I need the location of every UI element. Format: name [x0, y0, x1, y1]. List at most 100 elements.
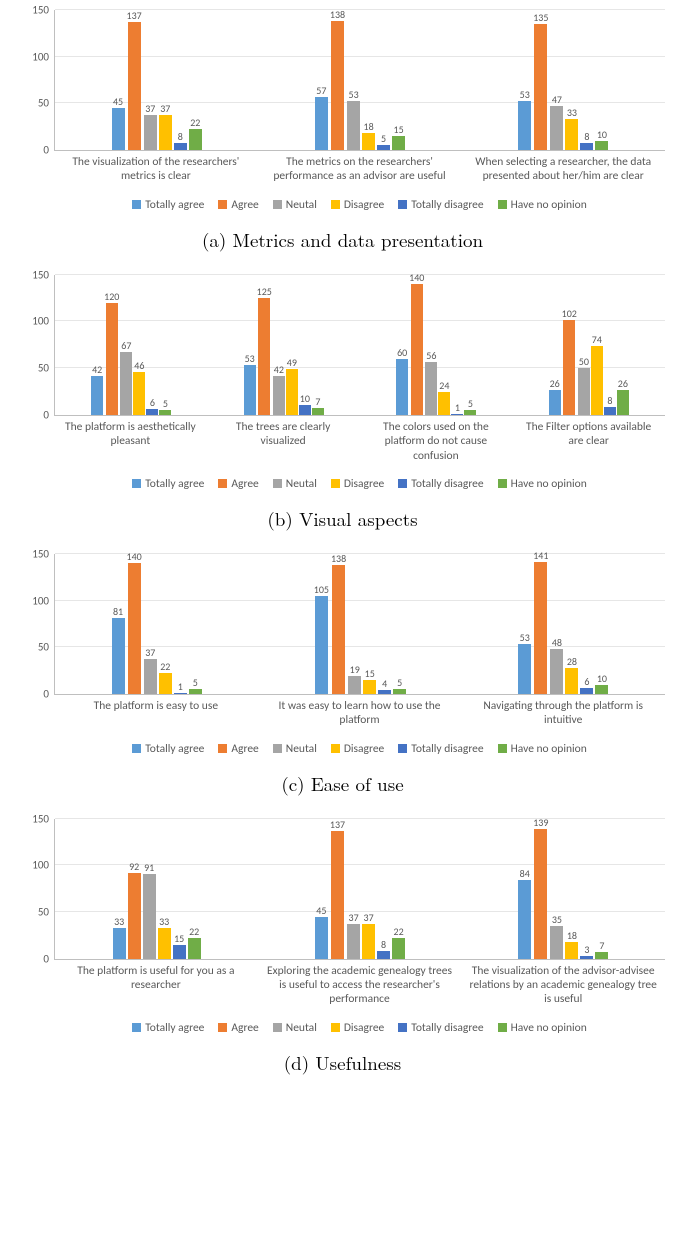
bars: 451373737822	[112, 10, 202, 150]
bar-value-label: 8	[381, 940, 386, 950]
bar-value-label: 18	[567, 931, 577, 941]
bar-wrap: 15	[392, 125, 405, 150]
x-label: The platform is useful for you as a rese…	[54, 964, 258, 1007]
bar	[144, 115, 157, 150]
bar-value-label: 37	[145, 648, 155, 658]
legend-label: Totally agree	[145, 198, 204, 212]
bar	[347, 101, 360, 150]
bar	[159, 673, 172, 694]
bar-value-label: 5	[163, 399, 168, 409]
x-labels: The platform is aesthetically pleasant Th…	[54, 420, 665, 463]
bar-wrap: 7	[312, 397, 324, 415]
bar-value-label: 74	[592, 335, 602, 345]
x-label: The metrics on the researchers' performa…	[258, 155, 462, 184]
bar	[173, 945, 186, 959]
group: 451373737822	[258, 819, 461, 959]
bar-value-label: 6	[584, 677, 589, 687]
bar-value-label: 140	[409, 273, 424, 283]
legend-label: Have no opinion	[511, 198, 587, 212]
bar-wrap: 5	[377, 134, 390, 150]
bar-value-label: 22	[160, 662, 170, 672]
bar-wrap: 10	[595, 674, 608, 694]
bar-value-label: 5	[468, 399, 473, 409]
legend-item: Have no opinion	[498, 742, 587, 756]
bar-wrap: 22	[392, 927, 405, 959]
y-tick: 150	[32, 547, 55, 560]
y-tick: 150	[32, 268, 55, 281]
bar-wrap: 5	[393, 678, 406, 694]
legend-item: Agree	[218, 1021, 258, 1035]
bar	[348, 676, 361, 694]
legend-item: Disagree	[331, 742, 384, 756]
bar-wrap: 35	[550, 915, 563, 959]
panel-caption: (a) Metrics and data presentation	[20, 226, 665, 253]
bar-value-label: 47	[552, 95, 562, 105]
x-label: The colors used on the platform do not c…	[360, 420, 513, 463]
legend-swatch	[273, 1023, 282, 1032]
y-tick: 150	[32, 4, 55, 17]
bar-wrap: 137	[127, 11, 142, 150]
bar-value-label: 33	[567, 108, 577, 118]
bar-value-label: 24	[439, 381, 449, 391]
legend-swatch	[273, 200, 282, 209]
bar	[315, 97, 328, 150]
bar	[128, 873, 141, 959]
bars: 261025074826	[549, 275, 629, 415]
bar-value-label: 137	[330, 820, 345, 830]
bar-value-label: 37	[160, 104, 170, 114]
bars: 42120674665	[91, 275, 171, 415]
bar	[580, 688, 593, 694]
bar-value-label: 15	[174, 934, 184, 944]
y-tick: 0	[43, 144, 55, 157]
bar	[534, 24, 547, 150]
bar-value-label: 1	[455, 403, 460, 413]
bar-wrap: 125	[257, 287, 272, 415]
legend-item: Totally disagree	[398, 477, 483, 491]
bar	[332, 565, 345, 694]
legend-swatch	[331, 1023, 340, 1032]
bar-wrap: 67	[120, 341, 132, 415]
bar-value-label: 15	[365, 669, 375, 679]
bar-wrap: 33	[565, 108, 578, 150]
bar	[392, 136, 405, 150]
bar-value-label: 137	[127, 11, 142, 21]
bar	[315, 596, 328, 694]
bar	[565, 942, 578, 959]
bar-wrap: 84	[518, 869, 531, 958]
bar-wrap: 139	[533, 818, 548, 959]
bar-wrap: 53	[518, 90, 531, 150]
legend-item: Agree	[218, 477, 258, 491]
bar-value-label: 33	[159, 917, 169, 927]
bar	[159, 410, 171, 415]
bar	[331, 831, 344, 959]
bar-value-label: 10	[597, 130, 607, 140]
bar-wrap: 37	[144, 648, 157, 694]
bar-value-label: 6	[150, 398, 155, 408]
x-label: The visualization of the advisor-advisee…	[461, 964, 665, 1007]
bar-wrap: 8	[174, 132, 187, 150]
bar	[133, 372, 145, 415]
bar-value-label: 37	[364, 913, 374, 923]
bar	[550, 926, 563, 959]
bar-wrap: 18	[362, 122, 375, 150]
x-label: Navigating through the platform is intui…	[461, 699, 665, 728]
legend: Totally agreeAgreeNeutalDisagreeTotally …	[54, 477, 665, 491]
bar-value-label: 50	[579, 357, 589, 367]
legend-item: Totally disagree	[398, 198, 483, 212]
bar	[377, 951, 390, 958]
bar	[331, 21, 344, 150]
bar-wrap: 47	[550, 95, 563, 150]
bar-wrap: 105	[314, 585, 329, 694]
bars: 60140562415	[396, 275, 476, 415]
bar	[159, 115, 172, 150]
bar	[595, 141, 608, 150]
bar-value-label: 37	[349, 913, 359, 923]
bar	[128, 22, 141, 150]
bar-wrap: 6	[580, 677, 593, 694]
x-label: The platform is aesthetically pleasant	[54, 420, 207, 463]
legend-item: Totally agree	[132, 742, 204, 756]
bar	[146, 409, 158, 415]
bar	[518, 644, 531, 693]
y-tick: 100	[32, 594, 55, 607]
bar-value-label: 53	[520, 90, 530, 100]
